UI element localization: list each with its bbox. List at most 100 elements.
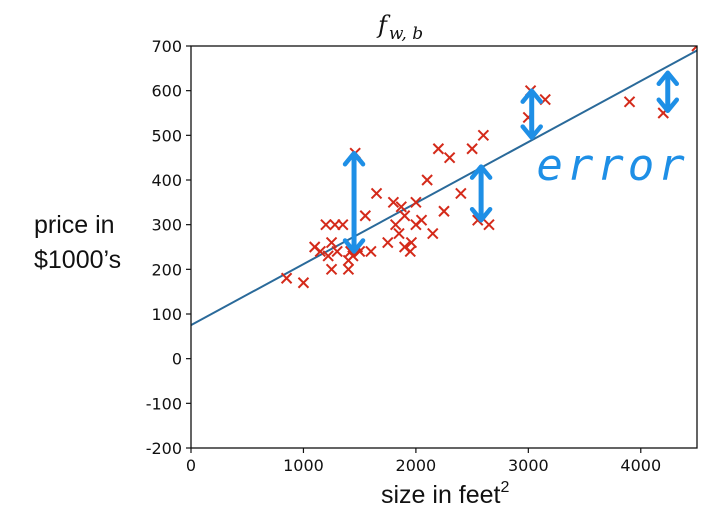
data-point-stroke [370, 187, 383, 200]
y-tick-label: 200 [151, 260, 182, 279]
data-point-stroke [455, 187, 467, 200]
y-tick-label: 700 [151, 37, 182, 56]
data-point [443, 151, 456, 164]
data-point [466, 143, 478, 155]
error-arrow [656, 70, 680, 114]
chart-title: f w, b [376, 11, 423, 44]
data-point [322, 250, 334, 262]
error-arrow [520, 88, 543, 140]
error-arrow-head-top [342, 150, 366, 167]
data-point [421, 174, 433, 186]
y-tick-label: 400 [151, 171, 182, 190]
data-point-stroke [432, 143, 445, 155]
data-point-stroke [314, 245, 327, 258]
x-axis-label: size in feet2 [381, 479, 510, 509]
axis-ticks: 0 1000 2000 3000 4000 -200 -100 0 100 200 300 400 50… [146, 37, 661, 475]
error-arrow-head-top [656, 70, 680, 87]
data-point [325, 236, 338, 249]
data-point [337, 218, 349, 231]
data-point [359, 210, 371, 222]
y-tick-label: 500 [151, 126, 182, 145]
data-point-stroke [353, 245, 366, 258]
data-point-stroke [623, 96, 636, 108]
error-arrow-head-bottom [469, 206, 493, 223]
data-point-stroke [398, 241, 411, 253]
data-point-stroke [466, 143, 478, 155]
data-point-stroke [342, 263, 355, 276]
data-point-stroke [410, 196, 422, 209]
data-point-stroke [405, 236, 418, 249]
data-point [398, 210, 411, 222]
data-point-stroke [477, 129, 490, 142]
data-point [320, 218, 332, 231]
data-point [347, 250, 359, 262]
y-tick-label: 300 [151, 216, 182, 235]
data-point [342, 263, 355, 276]
data-point-stroke [325, 236, 338, 249]
data-point-stroke [308, 241, 321, 253]
data-point [297, 277, 310, 289]
error-arrow [342, 150, 366, 254]
data-point-stroke [387, 196, 400, 209]
data-point [427, 227, 439, 240]
data-point-stroke [280, 272, 293, 284]
y-axis-label-line-1: price in [34, 211, 115, 239]
data-point [331, 245, 343, 258]
data-point [325, 263, 338, 276]
data-point-stroke [320, 218, 332, 231]
data-point [382, 236, 394, 249]
data-point-stroke [415, 214, 428, 226]
y-tick-label: -200 [146, 439, 182, 458]
data-point-stroke [393, 227, 405, 240]
data-point-stroke [325, 263, 338, 276]
data-point-stroke [359, 210, 371, 222]
data-point [623, 96, 636, 108]
plot-frame [190, 45, 698, 449]
data-point [404, 245, 416, 258]
data-point [370, 187, 383, 200]
x-tick-label: 4000 [620, 456, 661, 475]
data-point-stroke [427, 227, 439, 240]
data-point-stroke [297, 277, 310, 289]
error-arrow-head-top [469, 164, 493, 180]
data-point-stroke [347, 250, 359, 262]
fit-line-layer [191, 49, 697, 327]
data-point-stroke [483, 218, 495, 231]
data-point [387, 196, 400, 209]
data-point-stroke [382, 236, 394, 249]
data-point [438, 205, 450, 217]
data-point [280, 272, 293, 284]
data-points [280, 46, 697, 289]
error-arrow-head-top [520, 88, 543, 104]
error-arrow-head-bottom [342, 238, 366, 254]
data-point [389, 218, 402, 231]
data-point [483, 218, 495, 231]
data-point-stroke [438, 205, 450, 217]
data-point-stroke [398, 210, 411, 222]
x-tick-label: 0 [186, 456, 196, 475]
data-point [432, 143, 445, 155]
data-point-stroke [337, 218, 349, 231]
data-point-stroke [691, 46, 697, 52]
x-axis-label-superscript: 2 [501, 479, 510, 496]
data-point-stroke [331, 245, 343, 258]
y-tick-label: 0 [172, 350, 182, 369]
data-point [415, 214, 428, 226]
x-tick-label: 1000 [283, 456, 324, 475]
data-point [314, 245, 327, 258]
x-tick-label: 3000 [508, 456, 549, 475]
data-point-stroke [365, 245, 377, 258]
data-point-stroke [389, 218, 402, 231]
data-point [691, 46, 697, 52]
chart-title-subscript: w, b [389, 24, 423, 44]
data-point [477, 129, 490, 142]
data-point [410, 196, 422, 209]
y-tick-label: -100 [146, 394, 182, 413]
error-arrow-head-bottom [656, 97, 680, 114]
error-arrow-head-bottom [520, 124, 543, 140]
error-arrows [342, 70, 680, 254]
data-point-stroke [322, 250, 334, 262]
data-point [455, 187, 467, 200]
data-point [393, 227, 405, 240]
